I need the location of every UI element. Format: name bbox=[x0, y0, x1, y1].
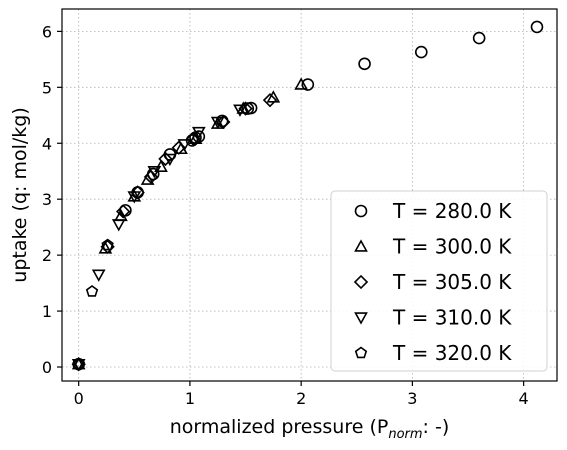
y-tick-label: 1 bbox=[42, 302, 52, 321]
y-tick-label: 6 bbox=[42, 22, 52, 41]
data-point-circle bbox=[531, 21, 542, 32]
x-axis-label-main: normalized pressure (P bbox=[170, 416, 389, 438]
series-pentagon bbox=[73, 240, 112, 369]
y-tick-label: 5 bbox=[42, 78, 52, 97]
y-axis-ticks: 0 1 2 3 4 5 6 bbox=[42, 22, 62, 377]
x-axis-label-tail: : -) bbox=[423, 416, 450, 438]
y-tick-label: 2 bbox=[42, 246, 52, 265]
legend-label: T = 320.0 K bbox=[392, 341, 512, 365]
x-tick-label: 1 bbox=[185, 389, 195, 408]
series-diamond bbox=[73, 94, 276, 370]
y-tick-label: 3 bbox=[42, 190, 52, 209]
x-tick-label: 0 bbox=[74, 389, 84, 408]
legend-label: T = 300.0 K bbox=[392, 235, 512, 259]
x-axis-ticks: 0 1 2 3 4 bbox=[74, 381, 529, 408]
legend-label: T = 280.0 K bbox=[392, 199, 512, 223]
y-axis-label: uptake (q: mol/kg) bbox=[9, 107, 31, 282]
data-point-triangle-down bbox=[93, 270, 104, 280]
y-tick-label: 0 bbox=[42, 358, 52, 377]
y-tick-label: 4 bbox=[42, 134, 52, 153]
legend-label: T = 305.0 K bbox=[392, 270, 512, 294]
data-point-pentagon bbox=[87, 286, 97, 296]
data-point-circle bbox=[474, 33, 485, 44]
x-axis-label: normalized pressure (Pnorm: -) bbox=[170, 416, 450, 442]
series-triangle-down bbox=[73, 105, 245, 369]
legend: T = 280.0 K T = 300.0 K T = 305.0 K T = 310… bbox=[331, 191, 547, 371]
data-point-triangle-down bbox=[113, 220, 124, 230]
data-point-diamond bbox=[264, 94, 276, 106]
x-axis-label-subscript: norm bbox=[388, 427, 422, 442]
x-tick-label: 4 bbox=[519, 389, 529, 408]
x-tick-label: 3 bbox=[407, 389, 417, 408]
legend-label: T = 310.0 K bbox=[392, 306, 512, 330]
x-tick-label: 2 bbox=[296, 389, 306, 408]
data-point-circle bbox=[416, 47, 427, 58]
data-point-circle bbox=[359, 58, 370, 69]
